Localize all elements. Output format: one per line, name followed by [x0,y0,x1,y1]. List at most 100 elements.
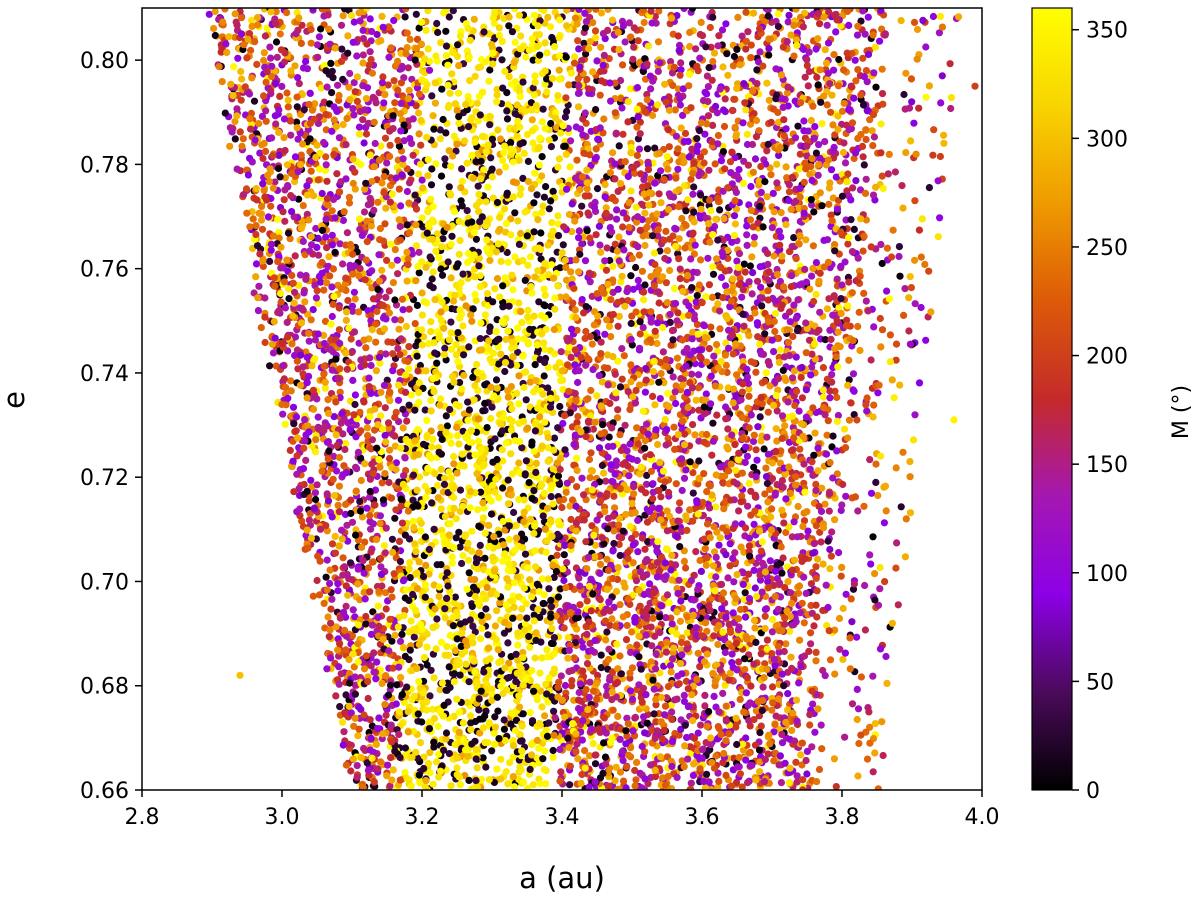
data-point [845,416,854,424]
data-point [345,83,353,91]
data-point [714,300,722,308]
data-point [418,176,426,184]
data-point [642,480,651,488]
data-point [452,351,461,359]
data-point [562,94,570,102]
data-point [709,57,717,66]
data-point [713,109,721,117]
data-point [804,82,812,90]
data-point [448,559,456,567]
data-point [726,669,734,677]
data-point [816,308,824,316]
data-point [583,75,591,84]
data-point [303,65,311,73]
data-point [369,608,377,616]
data-point [554,517,563,526]
data-point [287,131,295,139]
data-point [362,130,371,138]
data-point [465,406,473,414]
data-point [445,147,453,155]
data-point [715,708,723,716]
data-point [332,355,340,363]
data-point [489,553,497,561]
data-point [459,322,467,330]
data-point [826,394,834,402]
data-point [706,482,715,490]
data-point [538,654,546,662]
data-point [531,273,539,281]
data-point [762,369,770,377]
data-point [706,23,714,32]
data-point [757,650,765,658]
data-point [360,139,368,147]
data-point [503,115,512,123]
data-point [515,299,523,307]
data-point [493,455,501,464]
data-point [641,388,650,396]
data-point [458,202,466,210]
data-point [575,234,583,242]
data-point [608,615,616,623]
data-point [789,332,797,341]
data-point [417,519,425,527]
data-point [868,127,876,135]
data-point [702,43,710,51]
data-point [733,666,741,674]
data-point [291,351,299,360]
data-point [832,353,840,361]
data-point [397,673,405,682]
data-point [461,772,469,780]
data-point [531,547,539,555]
data-point [793,327,802,335]
data-point [702,390,710,398]
data-point [346,69,354,78]
data-point [900,90,908,99]
data-point [281,420,289,428]
data-point [670,284,679,293]
data-point [447,439,455,447]
data-point [708,451,716,459]
data-point [405,343,413,351]
data-point [721,681,729,689]
data-point [815,141,823,149]
data-point [642,489,650,497]
data-point [394,381,403,389]
data-point [283,89,291,97]
data-point [385,454,394,463]
data-point [538,208,546,216]
data-point [641,545,649,553]
data-point [511,38,519,47]
data-point [301,416,309,424]
data-point [261,338,269,347]
data-point [568,200,576,208]
data-point [683,344,691,353]
data-point [635,145,644,153]
data-point [384,761,392,769]
data-point [296,271,304,279]
data-point [334,81,342,89]
data-point [655,190,663,198]
data-point [445,183,453,191]
data-point [463,159,471,167]
data-point [634,548,642,556]
data-point [355,123,364,131]
data-point [251,38,259,46]
data-point [283,318,291,326]
data-point [336,388,344,396]
data-point [450,453,458,461]
data-point [497,420,505,428]
data-point [476,635,485,643]
data-point [563,559,571,567]
data-point [777,779,786,787]
data-point [768,683,777,691]
data-point [389,766,397,774]
data-point [696,556,704,565]
data-point [616,383,625,391]
data-point [710,632,718,640]
data-point [812,45,820,53]
data-point [432,52,440,60]
data-point [271,178,279,186]
data-point [454,260,462,268]
data-point [574,378,582,387]
data-point [763,79,771,87]
